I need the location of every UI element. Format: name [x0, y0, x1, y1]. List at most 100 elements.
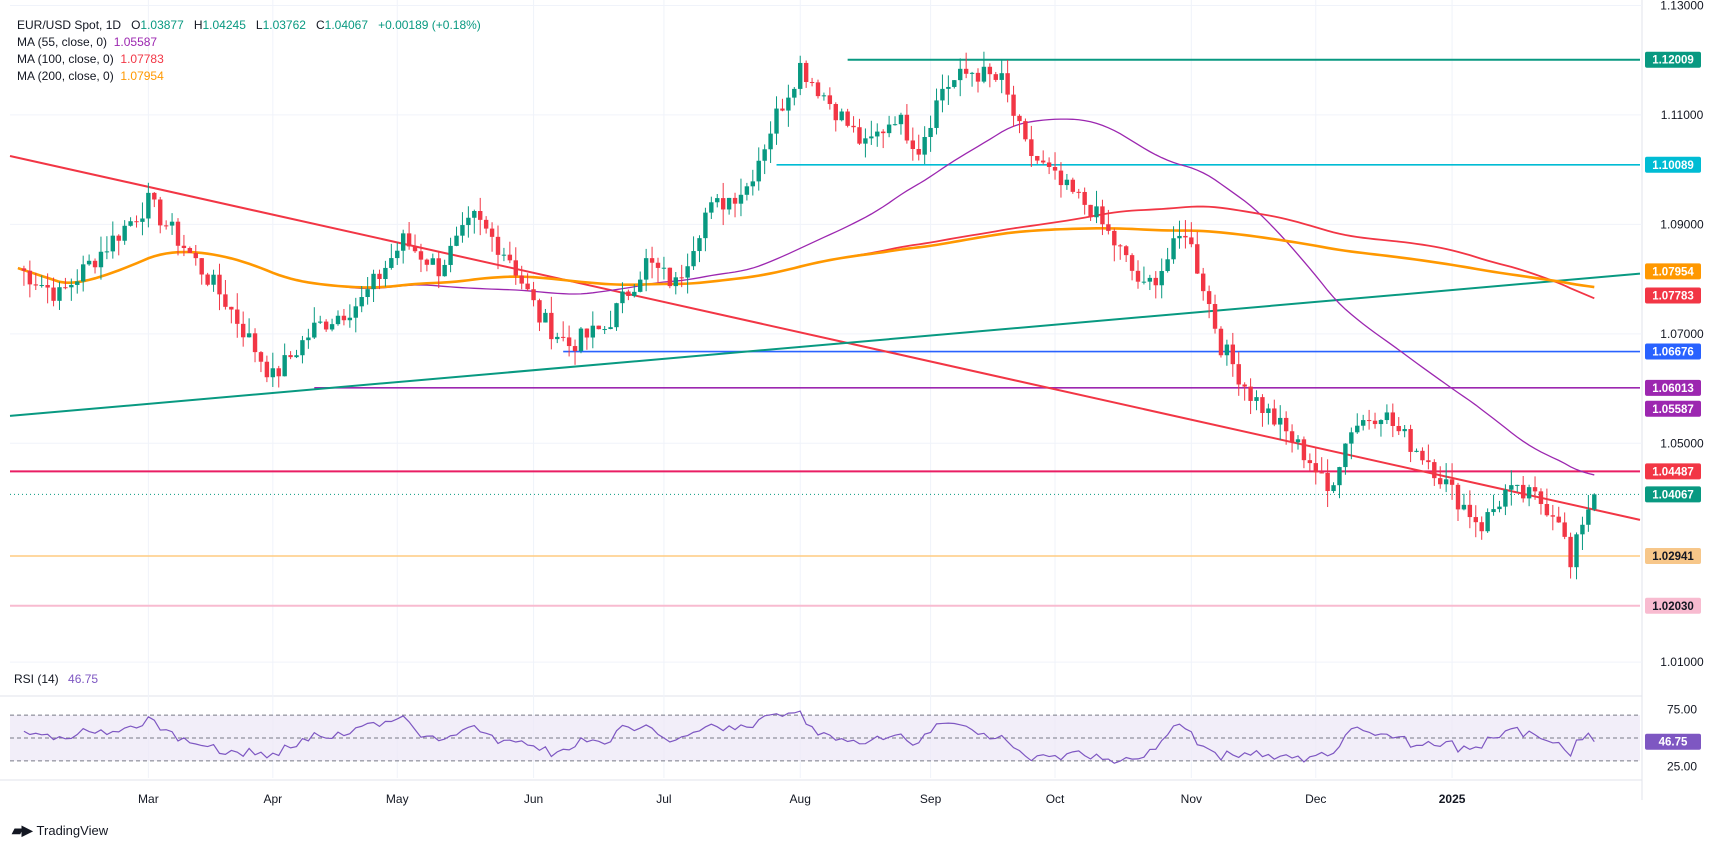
candle-body — [555, 336, 560, 340]
candle-body — [1005, 73, 1010, 95]
price-tick-label: 1.01000 — [1660, 655, 1704, 669]
rsi-line — [23, 710, 1595, 764]
price-tick-label: 1.11000 — [1661, 108, 1704, 122]
candle-body — [1088, 204, 1093, 218]
candle-body — [649, 258, 655, 263]
tradingview-logo-icon: ▰▶ — [12, 822, 33, 838]
candle-body — [442, 264, 447, 277]
rsi-tick-label: 25.00 — [1667, 760, 1697, 774]
candle-body — [839, 111, 844, 121]
candle-body — [1272, 408, 1277, 425]
candle-body — [98, 251, 104, 268]
candle-body — [294, 355, 299, 358]
candle-body — [57, 287, 62, 301]
candle-body — [531, 289, 536, 301]
candle-body — [1011, 94, 1016, 116]
candle-body — [146, 192, 151, 219]
low-label: L — [255, 18, 263, 32]
candle-body — [152, 192, 157, 200]
candle-body — [1035, 155, 1040, 161]
candle-body — [685, 266, 690, 278]
candle-body — [240, 323, 246, 338]
candle-body — [987, 66, 993, 75]
candle-body — [958, 68, 963, 81]
ma55-label: MA (55, close, 0) — [17, 35, 108, 49]
candle-body — [916, 148, 921, 155]
candle-body — [963, 68, 969, 74]
candle-body — [1420, 450, 1425, 461]
candle-body — [1402, 429, 1407, 432]
ma55-value: 1.05587 — [113, 35, 158, 49]
candle-body — [501, 254, 507, 256]
candle-body — [1307, 460, 1313, 464]
candle-body — [726, 197, 732, 210]
candle-body — [1094, 206, 1099, 218]
candle-body — [1100, 206, 1105, 225]
rsi-legend[interactable]: RSI (14) 46.75 — [14, 672, 98, 686]
ma55-legend[interactable]: MA (55, close, 0) 1.05587 — [17, 34, 481, 51]
candle-body — [750, 181, 756, 187]
price-label-text: 1.04487 — [1652, 466, 1694, 478]
candle-body — [1118, 245, 1123, 247]
candle-body — [679, 277, 684, 279]
candle-body — [1082, 191, 1087, 205]
candle-body — [454, 235, 459, 246]
candle-body — [584, 328, 590, 338]
candle-body — [1414, 450, 1419, 452]
candle-body — [1331, 485, 1336, 492]
low-value: 1.03762 — [262, 18, 306, 32]
candle-body — [128, 221, 133, 226]
candle-body — [329, 324, 335, 330]
brand-name: TradingView — [36, 823, 109, 838]
ascending-trendline — [9, 272, 1641, 417]
candle-body — [276, 368, 281, 377]
candle-body — [904, 114, 910, 141]
price-label-badge — [1645, 486, 1701, 503]
candle-body — [993, 74, 998, 80]
candle-body — [134, 221, 139, 223]
candle-body — [1592, 494, 1597, 510]
candle-body — [827, 95, 833, 105]
candle-body — [1544, 504, 1550, 516]
month-label: Aug — [790, 792, 811, 806]
candle-body — [223, 294, 228, 307]
candle-body — [691, 251, 696, 267]
candle-body — [181, 245, 187, 249]
candle-body — [193, 252, 198, 259]
ma200-legend[interactable]: MA (200, close, 0) 1.07954 — [17, 68, 481, 85]
close-value: 1.04067 — [324, 18, 369, 32]
price-label-text: 1.10089 — [1652, 160, 1694, 172]
candle-body — [661, 267, 667, 269]
candle-body — [229, 306, 234, 310]
month-label: Jul — [656, 792, 671, 806]
candle-body — [1509, 485, 1514, 490]
candle-body — [655, 262, 661, 268]
descending-trendline — [9, 154, 1641, 521]
chart-legend: EUR/USD Spot, 1D O1.03877 H1.04245 L1.03… — [17, 17, 481, 85]
price-label-badge — [1645, 263, 1701, 280]
candle-body — [1212, 304, 1218, 329]
candle-body — [1058, 170, 1064, 186]
candle-body — [1443, 479, 1449, 485]
price-label-text: 1.06013 — [1652, 383, 1694, 395]
candle-body — [318, 321, 323, 323]
ma200-value: 1.07954 — [120, 69, 164, 83]
candle-body — [738, 194, 744, 204]
candle-body — [537, 300, 542, 323]
candle-body — [1396, 425, 1401, 432]
candle-body — [952, 80, 957, 87]
candle-body — [1230, 344, 1236, 365]
candle-body — [1355, 425, 1360, 433]
candle-body — [1165, 259, 1170, 272]
candle-body — [803, 62, 809, 83]
candle-body — [632, 291, 637, 296]
candle-body — [1236, 364, 1241, 385]
brand[interactable]: ▰▶ TradingView — [12, 822, 108, 839]
high-value: 1.04245 — [202, 18, 246, 32]
candle-body — [1432, 462, 1437, 479]
ma200-line — [17, 227, 1595, 289]
ma100-legend[interactable]: MA (100, close, 0) 1.07783 — [17, 51, 481, 68]
candle-body — [1562, 522, 1567, 537]
candle-body — [780, 108, 785, 111]
